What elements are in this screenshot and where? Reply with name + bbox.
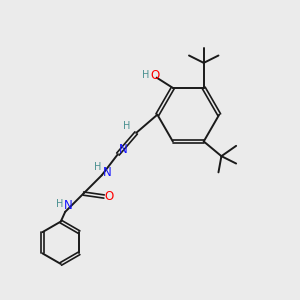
Text: O: O xyxy=(105,190,114,203)
Text: N: N xyxy=(119,143,128,156)
Text: H: H xyxy=(94,162,102,172)
Text: H: H xyxy=(142,70,149,80)
Text: H: H xyxy=(56,199,64,208)
Text: N: N xyxy=(64,199,73,212)
Text: O: O xyxy=(151,69,160,82)
Text: H: H xyxy=(123,122,130,131)
Text: N: N xyxy=(103,166,112,179)
